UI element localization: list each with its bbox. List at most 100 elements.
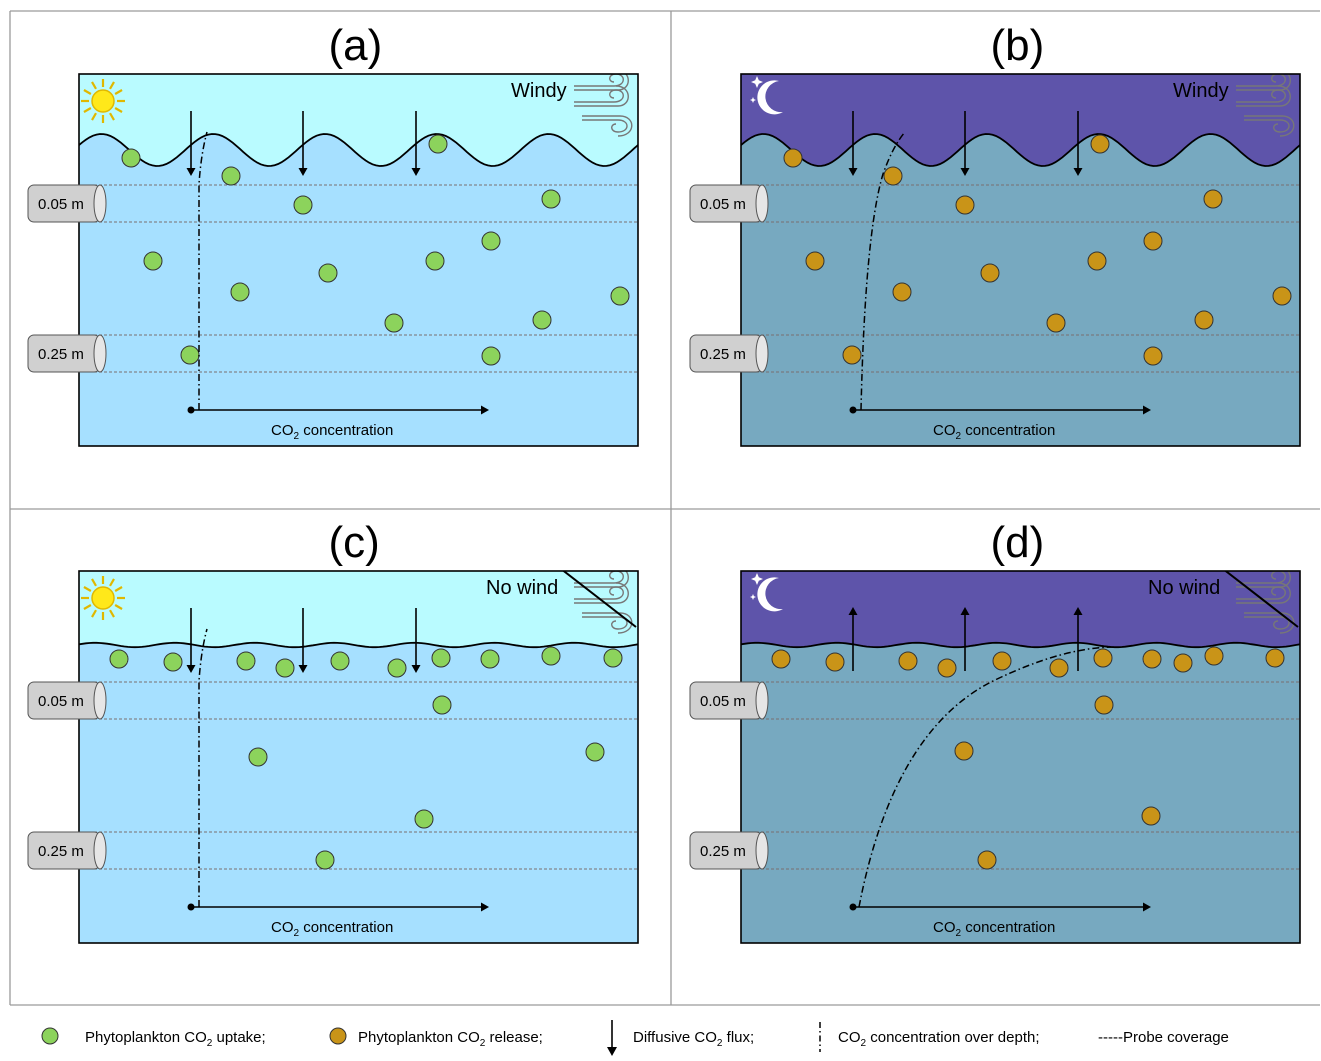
phytoplankton-uptake bbox=[293, 195, 313, 215]
panel-d: (d) CO2 concentration No wind 0.05 m 0.25 m bbox=[689, 518, 1301, 944]
legend-probe-label: -----Probe coverage bbox=[1098, 1029, 1229, 1046]
stars-icon bbox=[750, 76, 763, 103]
grid-frame bbox=[9, 10, 1320, 1006]
flux-arrow-down-icon bbox=[411, 111, 421, 176]
water-surface bbox=[741, 133, 1300, 167]
phytoplankton-release bbox=[1087, 251, 1107, 271]
depth-label: 0.25 m bbox=[700, 346, 746, 363]
phytoplankton-release bbox=[980, 263, 1000, 283]
wind-label: Windy bbox=[511, 80, 567, 102]
sky bbox=[741, 74, 1300, 166]
sun-icon bbox=[81, 576, 125, 620]
phytoplankton-uptake bbox=[585, 742, 605, 762]
phytoplankton-uptake bbox=[221, 166, 241, 186]
phytoplankton-release bbox=[1194, 310, 1214, 330]
panel-label: (d) bbox=[991, 518, 1045, 567]
water-surface bbox=[79, 641, 638, 649]
panel-border bbox=[740, 570, 1301, 944]
co2-axis-arrowhead bbox=[1143, 405, 1151, 415]
phytoplankton-uptake bbox=[541, 646, 561, 666]
phytoplankton-uptake bbox=[480, 649, 500, 669]
phytoplankton-release bbox=[825, 652, 845, 672]
phytoplankton-uptake bbox=[610, 286, 630, 306]
legend-uptake-label: Phytoplankton CO2 uptake; bbox=[85, 1029, 266, 1049]
legend-uptake-icon bbox=[41, 1027, 59, 1045]
sun-icon bbox=[81, 79, 125, 123]
phytoplankton-release bbox=[1142, 649, 1162, 669]
legend-release-label: Phytoplankton CO2 release; bbox=[358, 1029, 543, 1049]
phytoplankton-release bbox=[1094, 695, 1114, 715]
flux-arrow-down-icon bbox=[411, 608, 421, 673]
phytoplankton-release bbox=[892, 282, 912, 302]
depth-probe: 0.05 m bbox=[27, 184, 107, 223]
phytoplankton-release bbox=[955, 195, 975, 215]
phytoplankton-uptake bbox=[275, 658, 295, 678]
depth-probe: 0.25 m bbox=[27, 334, 107, 373]
co2-axis-label: CO2 concentration bbox=[271, 422, 393, 442]
flux-arrow-down-icon bbox=[186, 608, 196, 673]
panel-c: (c) CO2 concentration No wind 0.05 m 0.25 m bbox=[27, 518, 639, 944]
co2-axis-arrowhead bbox=[1143, 902, 1151, 912]
depth-probe: 0.05 m bbox=[689, 681, 769, 720]
phytoplankton-release bbox=[898, 651, 918, 671]
phytoplankton-uptake bbox=[248, 747, 268, 767]
depth-label: 0.05 m bbox=[38, 196, 84, 213]
phytoplankton-uptake bbox=[603, 648, 623, 668]
co2-axis-label: CO2 concentration bbox=[933, 919, 1055, 939]
phytoplankton-release bbox=[1173, 653, 1193, 673]
phytoplankton-uptake bbox=[384, 313, 404, 333]
phytoplankton-release bbox=[783, 148, 803, 168]
wind-label: No wind bbox=[486, 577, 558, 599]
sky bbox=[79, 571, 638, 648]
phytoplankton-uptake bbox=[414, 809, 434, 829]
panel-label: (a) bbox=[329, 21, 383, 70]
depth-probe: 0.05 m bbox=[27, 681, 107, 720]
phytoplankton-release bbox=[977, 850, 997, 870]
water-surface bbox=[79, 133, 638, 167]
phytoplankton-release bbox=[992, 651, 1012, 671]
phytoplankton-release bbox=[937, 658, 957, 678]
phytoplankton-uptake bbox=[428, 134, 448, 154]
sky bbox=[741, 571, 1300, 648]
depth-label: 0.05 m bbox=[700, 693, 746, 710]
flux-arrow-down-icon bbox=[298, 608, 308, 673]
phytoplankton-uptake bbox=[481, 346, 501, 366]
depth-probe: 0.25 m bbox=[689, 831, 769, 870]
depth-label: 0.25 m bbox=[700, 843, 746, 860]
phytoplankton-uptake bbox=[109, 649, 129, 669]
flux-arrow-down-icon bbox=[1073, 111, 1083, 176]
legend-release-icon bbox=[329, 1027, 347, 1045]
legend: Phytoplankton CO2 uptake; Phytoplankton … bbox=[41, 1020, 1229, 1056]
flux-arrow-down-icon bbox=[960, 111, 970, 176]
phytoplankton-uptake bbox=[541, 189, 561, 209]
co2-profile-curve bbox=[198, 131, 208, 410]
phytoplankton-uptake bbox=[532, 310, 552, 330]
phytoplankton-release bbox=[842, 345, 862, 365]
depth-label: 0.05 m bbox=[38, 693, 84, 710]
phytoplankton-release bbox=[1090, 134, 1110, 154]
phytoplankton-release bbox=[771, 649, 791, 669]
phytoplankton-release bbox=[1046, 313, 1066, 333]
phytoplankton-release bbox=[1204, 646, 1224, 666]
panel-border bbox=[78, 73, 639, 447]
co2-axis-arrowhead bbox=[481, 405, 489, 415]
phytoplankton-release bbox=[954, 741, 974, 761]
flux-arrow-down-icon bbox=[848, 111, 858, 176]
moon-icon bbox=[757, 577, 783, 612]
panel-border bbox=[78, 570, 639, 944]
co2-axis-label: CO2 concentration bbox=[933, 422, 1055, 442]
phytoplankton-release bbox=[1049, 658, 1069, 678]
phytoplankton-uptake bbox=[425, 251, 445, 271]
phytoplankton-uptake bbox=[180, 345, 200, 365]
panel-b: (b) CO2 concentration Windy 0.05 m 0.25 m bbox=[689, 21, 1301, 447]
co2-axis-label: CO2 concentration bbox=[271, 919, 393, 939]
moon-icon bbox=[757, 80, 783, 115]
depth-probe: 0.25 m bbox=[27, 831, 107, 870]
water-surface bbox=[741, 641, 1300, 649]
co2-profile-curve bbox=[858, 646, 1116, 908]
depth-probe: 0.05 m bbox=[689, 184, 769, 223]
flux-arrow-down-icon bbox=[298, 111, 308, 176]
legend-flux-arrow-icon bbox=[607, 1020, 617, 1056]
legend-flux-label: Diffusive CO2 flux; bbox=[633, 1029, 754, 1049]
stars-icon bbox=[750, 573, 763, 600]
